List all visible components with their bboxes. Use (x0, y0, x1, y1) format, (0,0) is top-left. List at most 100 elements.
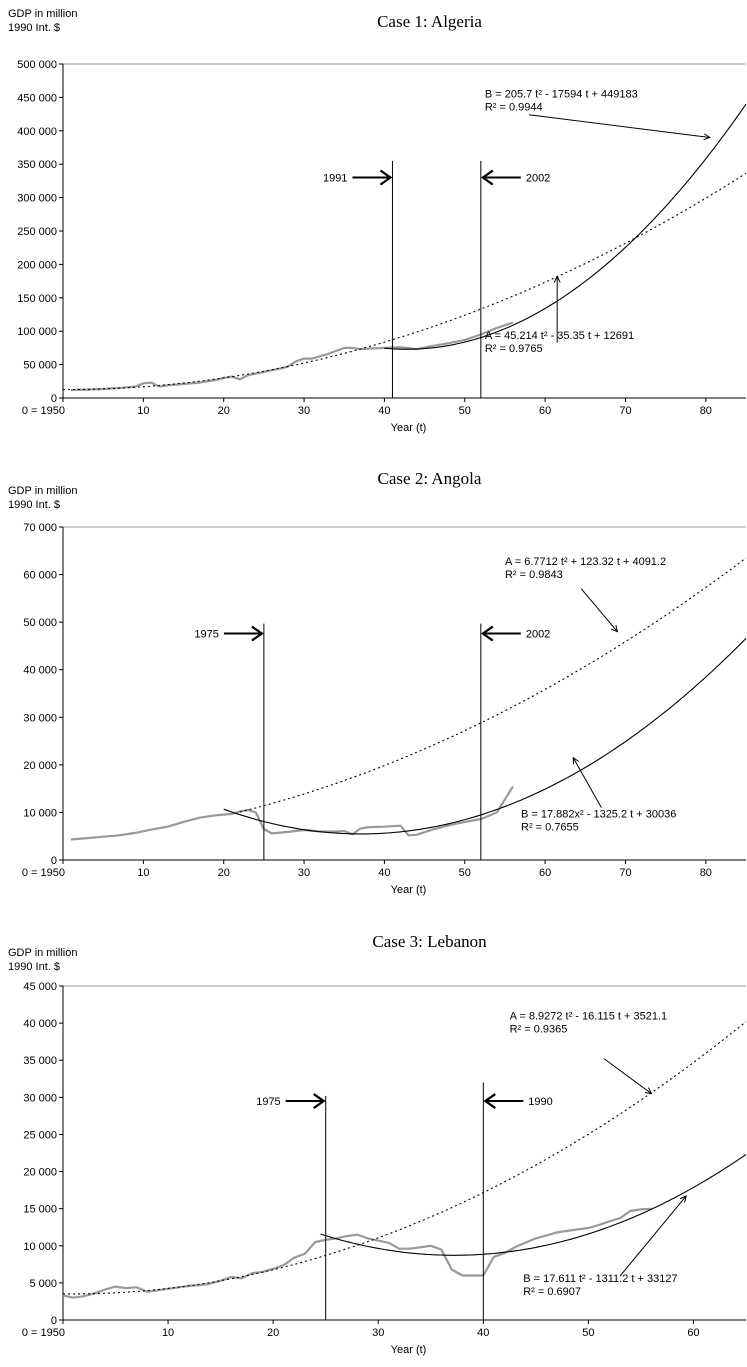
event-year-label: 2002 (526, 629, 550, 641)
y-tick-label: 30 000 (23, 712, 57, 724)
y-axis-label: GDP in million (8, 8, 78, 20)
y-tick-label: 70 000 (23, 522, 57, 534)
annotation-pointer-head (553, 275, 561, 283)
annotation-pointer-line (528, 114, 710, 138)
y-tick-label: 20 000 (23, 1167, 57, 1179)
fit-r-squared-b: R² = 0.6907 (523, 1286, 581, 1298)
trend-b-solid-curve (223, 638, 747, 835)
y-tick-label: 200 000 (17, 259, 57, 271)
x-tick-label: 20 (218, 405, 230, 417)
annotation-pointer-head (679, 1195, 687, 1203)
y-tick-label: 250 000 (17, 226, 57, 238)
fit-r-squared-a: R² = 0.9765 (485, 343, 543, 355)
x-tick-label: 40 (477, 1327, 489, 1339)
trend-a-dotted-curve (239, 557, 747, 813)
y-tick-label: 500 000 (17, 59, 57, 71)
chart-title: Case 2: Angola (378, 469, 482, 488)
event-year-label: 1975 (256, 1096, 280, 1108)
y-tick-label: 150 000 (17, 293, 57, 305)
y-tick-label: 60 000 (23, 570, 57, 582)
y-tick-label: 350 000 (17, 159, 57, 171)
trend-a-dotted-curve (63, 172, 747, 391)
x-axis-label: Year (t) (391, 422, 427, 434)
y-axis-label-unit: 1990 Int. $ (8, 22, 60, 34)
x-tick-label: 10 (162, 1327, 174, 1339)
fit-equation-b: B = 17.611 t² - 1311.2 t + 33127 (523, 1273, 677, 1285)
event-arrow-head (480, 625, 494, 642)
fit-r-squared-a: R² = 0.9365 (510, 1023, 568, 1035)
x-tick-label: 60 (687, 1327, 699, 1339)
event-arrow-head (379, 169, 393, 186)
x-tick-label: 80 (700, 867, 712, 879)
y-tick-label: 40 000 (23, 1018, 57, 1030)
x-tick-label: 0 = 1950 (22, 867, 65, 879)
y-tick-label: 45 000 (23, 981, 57, 993)
gdp-observed-line (70, 785, 514, 841)
y-tick-label: 0 (51, 1315, 57, 1327)
x-tick-label: 10 (137, 867, 149, 879)
y-tick-label: 10 000 (23, 807, 57, 819)
annotation-pointer-head (572, 756, 580, 765)
gdp-observed-line (62, 1207, 652, 1299)
annotation-pointer-head (611, 625, 619, 633)
annotation-pointer-line (603, 1058, 652, 1095)
x-tick-label: 0 = 1950 (22, 405, 65, 417)
y-tick-label: 20 000 (23, 760, 57, 772)
chart-panel-angola: Case 2: Angola GDP in million 1990 Int. $ 0… (8, 469, 747, 896)
y-axis-label: GDP in million (8, 485, 78, 497)
annotation-pointer-line (572, 757, 602, 808)
x-tick-label: 50 (459, 405, 471, 417)
trend-b-solid-curve (384, 103, 747, 350)
fit-equation-b: B = 17.882x² - 1325.2 t + 30036 (521, 809, 676, 821)
x-tick-label: 50 (459, 867, 471, 879)
y-axis-label-unit: 1990 Int. $ (8, 961, 60, 973)
event-year-label: 1975 (194, 629, 218, 641)
y-tick-label: 35 000 (23, 1055, 57, 1067)
y-tick-label: 100 000 (17, 326, 57, 338)
x-tick-label: 40 (378, 867, 390, 879)
trend-a-dotted-curve (63, 1021, 747, 1295)
annotation-pointer-head (644, 1087, 653, 1095)
x-axis-label: Year (t) (391, 1344, 427, 1356)
fit-equation-b: B = 205.7 t² - 17594 t + 449183 (485, 88, 638, 100)
y-tick-label: 50 000 (23, 617, 57, 629)
fit-equation-a: A = 8.9272 t² - 16.115 t + 3521.1 (510, 1010, 668, 1022)
y-tick-label: 0 (51, 393, 57, 405)
x-tick-label: 60 (539, 405, 551, 417)
fit-r-squared-b: R² = 0.7655 (521, 822, 579, 834)
x-tick-label: 70 (619, 405, 631, 417)
event-arrow-head (313, 1093, 326, 1109)
y-tick-label: 40 000 (23, 665, 57, 677)
x-tick-label: 70 (619, 867, 631, 879)
y-tick-label: 400 000 (17, 126, 57, 138)
x-tick-label: 80 (700, 405, 712, 417)
fit-r-squared-a: R² = 0.9843 (505, 569, 563, 581)
y-tick-label: 50 000 (23, 360, 57, 372)
x-tick-label: 20 (267, 1327, 279, 1339)
event-year-label: 1991 (323, 173, 347, 185)
x-tick-label: 50 (582, 1327, 594, 1339)
x-tick-label: 30 (298, 405, 310, 417)
y-tick-label: 5 000 (29, 1278, 57, 1290)
x-tick-label: 20 (218, 867, 230, 879)
event-arrow-head (251, 625, 264, 642)
x-tick-label: 30 (372, 1327, 384, 1339)
event-year-label: 1990 (528, 1096, 552, 1108)
y-axis-label: GDP in million (8, 947, 78, 959)
chart-panel-lebanon: Case 3: Lebanon GDP in million 1990 Int. $… (8, 932, 747, 1356)
y-tick-label: 25 000 (23, 1129, 57, 1141)
fit-r-squared-b: R² = 0.9944 (485, 101, 543, 113)
x-tick-label: 0 = 1950 (22, 1327, 65, 1339)
y-tick-label: 0 (51, 855, 57, 867)
event-arrow-head (483, 1093, 496, 1109)
chart-title: Case 1: Algeria (377, 12, 482, 31)
y-tick-label: 10 000 (23, 1241, 57, 1253)
annotation-pointer-line (619, 1195, 687, 1277)
x-axis-label: Year (t) (391, 884, 427, 896)
y-tick-label: 450 000 (17, 92, 57, 104)
trend-b-solid-curve (320, 1153, 747, 1256)
fit-equation-a: A = 6.7712 t² + 123.32 t + 4091.2 (505, 556, 666, 568)
chart-panel-algeria: Case 1: Algeria GDP in million 1990 Int. $… (8, 8, 747, 434)
annotation-pointer-line (580, 588, 618, 632)
